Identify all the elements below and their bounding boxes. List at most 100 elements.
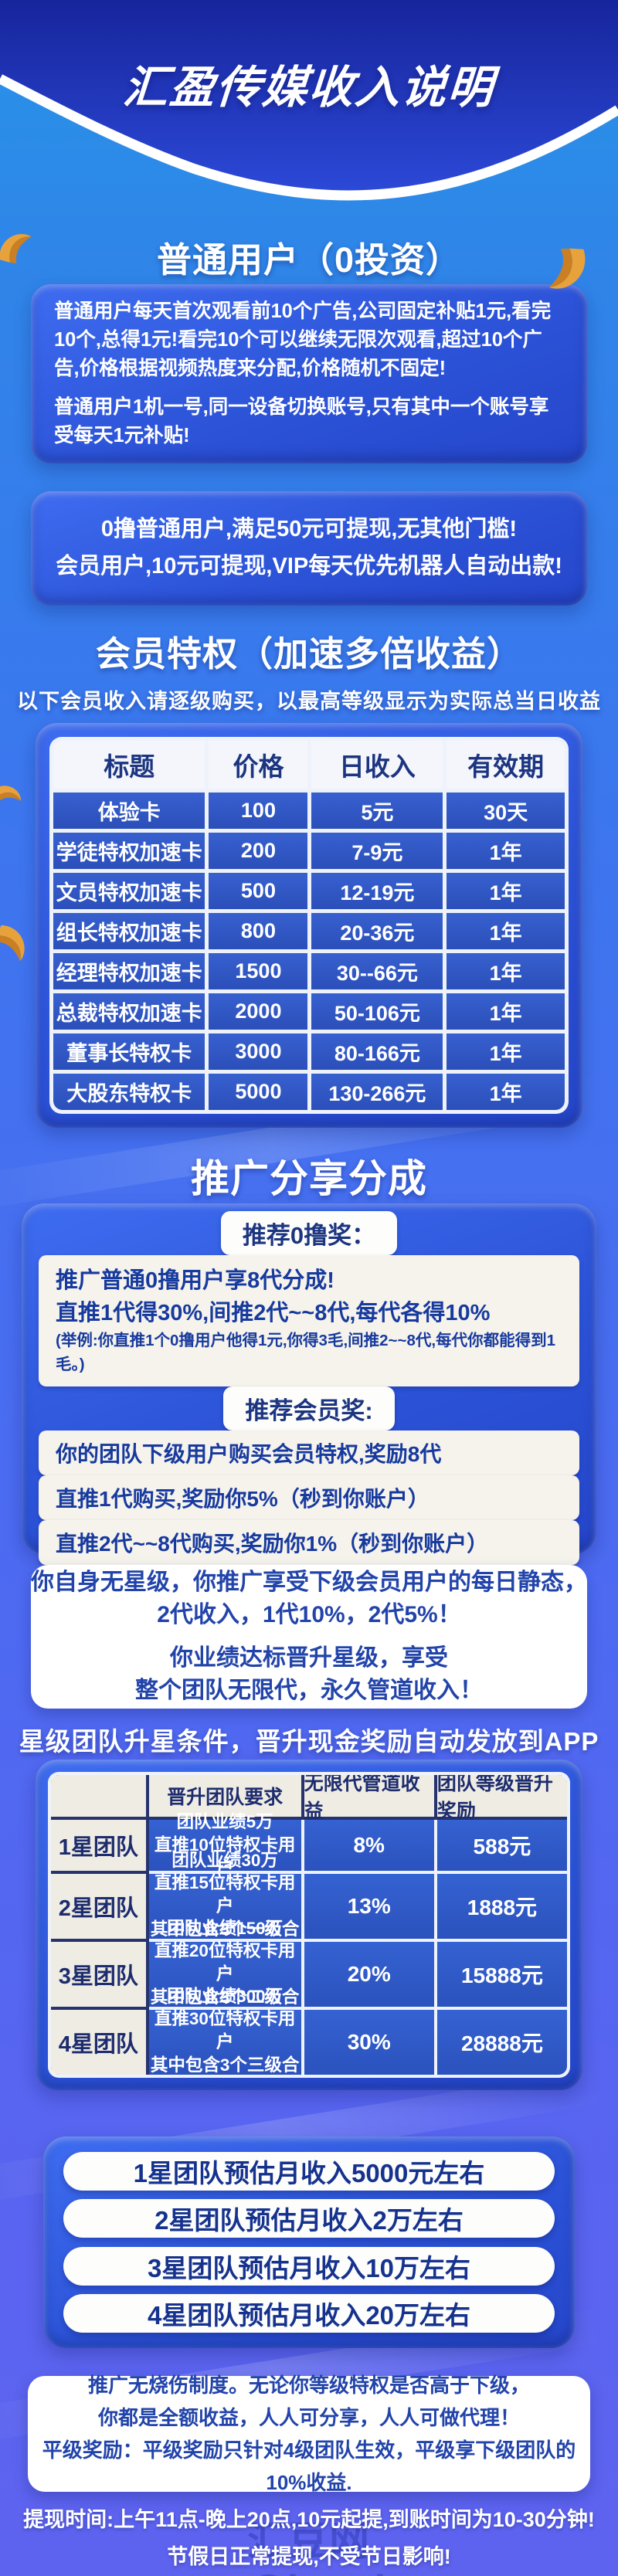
requirement-line: 团队业绩30万: [171, 1850, 278, 1870]
table-cell: 5元: [311, 792, 443, 829]
member-reward-row: 你的团队下级用户购买会员特权,奖励8代: [39, 1430, 579, 1475]
table-cell: 800: [209, 913, 308, 949]
table-cell: 1年: [447, 1074, 565, 1110]
no-burn-line-3: 平级奖励：平级奖励只针对4级团队生效，平级享下级团队的10%收益.: [42, 2439, 576, 2495]
normal-user-paragraph-1: 普通用户每天首次观看前10个广告,公司固定补贴1元,看完10个,总得1元!看完1…: [54, 300, 552, 379]
star-intro-line-1: 你自身无星级，你推广享受下级会员用户的每日静态，: [31, 1570, 587, 1595]
gold-ribbon-icon: [0, 925, 25, 962]
table-cell: 1年: [447, 833, 565, 869]
no-burn-box: 推广无烧伤制度。无论你等级特权是否高于下级， 你都是全额收益，人人可分享，人人可…: [28, 2374, 590, 2494]
table-cell: 1年: [447, 1033, 565, 1070]
star-level-cell: 4星团队: [51, 2010, 146, 2075]
star-intro-line-4: 整个团队无限代，永久管道收入！: [135, 1678, 483, 1703]
withdraw-rule-line-1: 0撸普通用户,满足50元可提现,无其他门槛!: [100, 517, 518, 542]
requirement-line: 团队业绩5万: [176, 1812, 273, 1832]
table-cell: 50-106元: [311, 993, 443, 1030]
star-level-cell: 1星团队: [51, 1820, 146, 1871]
table-cell: 1500: [209, 953, 308, 989]
star-team-table-container: 晋升团队要求 无限代管道收益 团队等级晋升奖励 1星团队 团队业绩5万 直推10…: [36, 1760, 582, 2090]
gold-ribbon-icon: [0, 234, 32, 264]
estimate-box: 1星团队预估月收入5000元左右 2星团队预估月收入2万左右 3星团队预估月收入…: [43, 2136, 575, 2348]
gold-ribbon-icon: [0, 786, 22, 803]
star-team-table: 晋升团队要求 无限代管道收益 团队等级晋升奖励 1星团队 团队业绩5万 直推10…: [48, 1772, 570, 2078]
table-header-cell: [51, 1775, 146, 1817]
requirement-line: 直推15位特权卡用户: [154, 1873, 296, 1916]
table-header-cell: 无限代管道收益: [304, 1775, 434, 1822]
withdraw-time-line-1: 提现时间:上午11点-晚上20点,10元起提,到账时间为10-30分钟!: [23, 2508, 595, 2531]
table-cell: 500: [209, 873, 308, 909]
requirement-line: 直推10位特权卡用户: [154, 1835, 296, 1878]
withdraw-rule-line-2: 会员用户,10元可提现,VIP每天优先机器人自动出款!: [56, 554, 562, 579]
table-cell: 2000: [209, 993, 308, 1030]
pipeline-rate-cell: 30%: [304, 2010, 434, 2075]
requirement-cell: 团队业绩150万 直推20位特权卡用户 其中包含3个二级合作商: [148, 1919, 301, 2030]
section-heading-normal-user: 普通用户（0投资）: [156, 240, 462, 280]
no-burn-line-2: 你都是全额收益，人人可分享，人人可做代理！: [97, 2405, 520, 2429]
zero-reward-line-2: 直推1代得30%,间推2代~~8代,每代各得10%: [56, 1301, 491, 1326]
table-cell: 100: [209, 792, 308, 829]
table-cell: 经理特权加速卡: [53, 953, 205, 989]
member-reward-row: 直推1代购买,奖励你5%（秒到你账户）: [39, 1475, 579, 1520]
table-cell: 1年: [447, 953, 565, 989]
table-cell: 3000: [209, 1033, 308, 1070]
table-cell: 大股东特权卡: [53, 1074, 205, 1110]
table-cell: 总裁特权加速卡: [53, 993, 205, 1030]
privilege-table: 标题 价格 日收入 有效期 体验卡 100 5元 30天 学徒特权加速卡 200…: [49, 737, 569, 1114]
requirement-line: 直推20位特权卡用户: [154, 1941, 296, 1984]
star-intro-line-2: 2代收入，1代10%，2代5%！: [157, 1602, 461, 1627]
table-cell: 12-19元: [311, 873, 443, 909]
requirement-line: 其中包含3个三级合作商: [150, 2055, 300, 2075]
section-heading-promotion: 推广分享分成: [191, 1157, 427, 1200]
star-level-cell: 2星团队: [51, 1874, 146, 1939]
table-header-cell: 价格: [209, 741, 308, 789]
bonus-cell: 588元: [436, 1820, 567, 1871]
zero-reward-pill: 推荐0撸奖：: [220, 1211, 398, 1255]
privilege-table-container: 标题 价格 日收入 有效期 体验卡 100 5元 30天 学徒特权加速卡 200…: [36, 723, 582, 1128]
estimate-pill: 3星团队预估月收入10万左右: [63, 2246, 555, 2286]
watermark: 汇豆网@handou.net: [247, 2520, 511, 2576]
normal-user-paragraph-2: 普通用户1机一号,同一设备切换账号,只有其中一个账号享受每天1元补贴!: [54, 396, 549, 447]
estimate-pill: 2星团队预估月收入2万左右: [63, 2199, 555, 2238]
withdraw-time-line-2: 节假日正常提现,不受节日影响!: [167, 2545, 451, 2568]
table-header-cell: 晋升团队要求: [148, 1775, 301, 1817]
table-cell: 20-36元: [311, 913, 443, 949]
table-header-cell: 团队等级晋升奖励: [436, 1775, 567, 1822]
bonus-cell: 28888元: [436, 2010, 567, 2075]
table-header-cell: 标题: [53, 741, 205, 789]
estimate-pill: 1星团队预估月收入5000元左右: [63, 2151, 555, 2191]
section-heading-star-team: 星级团队升星条件，晋升现金奖励自动发放到APP: [19, 1727, 599, 1756]
normal-user-info-box: 普通用户每天首次观看前10个广告,公司固定补贴1元,看完10个,总得1元!看完1…: [31, 284, 587, 463]
estimate-pill: 4星团队预估月收入20万左右: [63, 2294, 555, 2333]
no-burn-line-1: 推广无烧伤制度。无论你等级特权是否高于下级，: [87, 2373, 530, 2397]
member-privilege-subtitle: 以下会员收入请逐级购买，以最高等级显示为实际总当日收益: [17, 690, 601, 713]
member-reward-pill: 推荐会员奖:: [223, 1386, 395, 1431]
table-cell: 80-166元: [311, 1033, 443, 1070]
requirement-cell: 团队业绩5万 直推10位特权卡用户: [148, 1812, 301, 1878]
bonus-cell: 1888元: [436, 1874, 567, 1939]
section-heading-member-privilege: 会员特权（加速多倍收益）: [95, 634, 522, 674]
withdraw-rules-box: 0撸普通用户,满足50元可提现,无其他门槛! 会员用户,10元可提现,VIP每天…: [31, 491, 587, 606]
table-cell: 200: [209, 833, 308, 869]
promotion-box: 推荐0撸奖： 推广普通0撸用户享8代分成! 直推1代得30%,间推2代~~8代,…: [22, 1203, 596, 1565]
zero-reward-line-1: 推广普通0撸用户享8代分成!: [56, 1268, 334, 1293]
page-title: 汇盈传媒收入说明: [121, 63, 496, 113]
requirement-line: 团队业绩300万: [167, 1986, 284, 2006]
gold-ribbon-icon: [548, 248, 586, 289]
pipeline-rate-cell: 13%: [304, 1874, 434, 1939]
table-cell: 学徒特权加速卡: [53, 833, 205, 869]
pipeline-rate-cell: 8%: [304, 1820, 434, 1871]
table-cell: 30天: [447, 792, 565, 829]
table-cell: 1年: [447, 913, 565, 949]
table-cell: 董事长特权卡: [53, 1033, 205, 1070]
table-cell: 130-266元: [311, 1074, 443, 1110]
zero-reward-detail-box: 推广普通0撸用户享8代分成! 直推1代得30%,间推2代~~8代,每代各得10%…: [39, 1255, 579, 1386]
member-reward-row: 直推2代~~8代购买,奖励你1%（秒到你账户）: [39, 1519, 579, 1565]
table-cell: 组长特权加速卡: [53, 913, 205, 949]
pipeline-rate-cell: 20%: [304, 1942, 434, 2007]
table-cell: 文员特权加速卡: [53, 873, 205, 909]
table-header-cell: 有效期: [447, 741, 565, 789]
requirement-line: 团队业绩150万: [167, 1918, 284, 1938]
table-cell: 体验卡: [53, 792, 205, 829]
hero-arc-banner: [0, 0, 618, 201]
